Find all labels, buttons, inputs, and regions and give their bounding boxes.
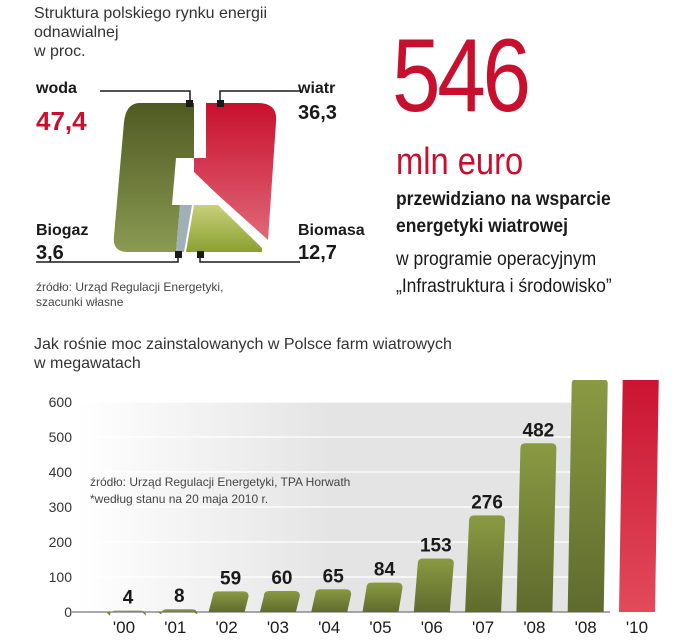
wind-capacity-bar-chart: 0 100 200 300 400 500 600 źródło: Urząd Regulac… [49,380,659,637]
x-tick-label: '01 [164,618,186,637]
bar [362,582,403,612]
headline-line: „Infrastruktura i środowisko” [396,276,612,297]
x-tick-label: '07 [472,618,494,637]
y-tick-label: 500 [49,429,73,445]
bar [516,443,557,612]
pie-title-line: w proc. [34,43,86,60]
bar-value-label: 482 [523,420,555,441]
x-tick-label: '05 [369,618,391,637]
pie-segment-biogaz [176,205,192,252]
y-tick-label: 100 [49,569,73,585]
pie-title-line: Struktura polskiego rynku energii [34,5,268,22]
energy-structure-graphic [36,90,300,263]
pie-source: źródło: Urząd Regulacji Energetyki, szac… [36,280,223,310]
x-tick-label: '02 [216,618,238,637]
chart-source-line: źródło: Urząd Regulacji Energetyki, TPA … [90,475,350,489]
bar-value-label: 4 [123,588,134,609]
pie-title: Struktura polskiego rynku energii odnawi… [34,4,334,61]
pie-segment-biomasa [186,205,262,252]
y-tick-label: 600 [49,394,73,410]
chart-source-line: *według stanu na 20 maja 2010 r. [90,492,268,506]
headline-line-bold: energetyki wiatrowej [396,216,568,237]
label-wiatr: wiatr [298,80,336,97]
bar-value-label: 84 [374,560,396,581]
pie-source-line: źródło: Urząd Regulacji Energetyki, [36,280,224,294]
chart-title: Jak rośnie moc zainstalowanych w Polsce … [34,335,554,373]
y-tick-label: 200 [49,534,73,550]
bar [311,589,352,612]
value-biogaz: 3,6 [36,242,64,264]
y-tick-label: 300 [49,499,73,515]
bar [259,591,300,612]
bar [465,515,506,612]
x-tick-label: '08 [523,618,545,637]
x-tick-label: '08 [575,618,597,637]
value-wiatr: 36,3 [298,102,337,124]
chart-title-line: Jak rośnie moc zainstalowanych w Polsce … [34,336,452,353]
y-tick-label: 400 [49,464,73,480]
label-woda: woda [36,80,77,97]
label-biomasa: Biomasa [298,222,365,239]
headline-line: w programie operacyjnym [396,249,597,270]
x-tick-label: '00 [113,618,135,637]
y-tick-label: 0 [64,604,72,620]
bar [413,558,454,612]
chart-title-line: w megawatach [34,355,141,372]
pie-segment-woda [113,103,194,252]
bar-value-label: 59 [220,568,241,589]
value-woda: 47,4 [36,106,87,136]
pie-title-line: odnawialnej [34,24,119,41]
bar [567,380,608,612]
bar-value-label: 276 [471,492,503,513]
bar [619,380,659,612]
bar [157,609,198,615]
bar [106,610,146,616]
headline-amount: 546 [392,18,531,134]
bar-value-label: 65 [323,566,345,587]
x-tick-label: '10 [626,618,648,637]
leader-line-biomasa [199,252,300,263]
bar-value-label: 153 [420,535,452,556]
leader-line-woda [100,90,191,104]
bar [208,591,249,612]
x-tick-label: '03 [267,618,289,637]
label-biogaz: Biogaz [36,222,89,239]
value-biomasa: 12,7 [298,242,337,264]
headline-line-bold: przewidziano na wsparcie [396,189,611,210]
pie-segment-wiatr [194,103,277,240]
headline-unit: mln euro [396,141,524,183]
leader-line-wiatr [219,90,300,104]
bar-value-label: 60 [271,568,292,589]
pie-source-line: szacunki własne [36,295,124,309]
x-tick-label: '06 [421,618,443,637]
bar-value-label: 8 [174,586,185,607]
x-tick-label: '04 [318,618,340,637]
